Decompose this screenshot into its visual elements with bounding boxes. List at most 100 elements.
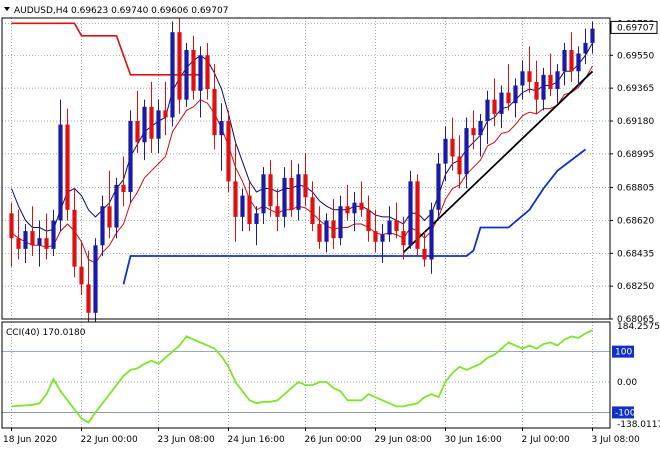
last-price-label: 0.69707 <box>617 23 654 33</box>
candle <box>499 85 504 129</box>
candle <box>170 21 175 127</box>
panel-frames <box>1 17 611 429</box>
price-tick-label: 0.68620 <box>617 216 654 226</box>
candle <box>254 206 259 246</box>
candle <box>506 64 511 111</box>
candle <box>422 231 427 267</box>
price-panel-frame <box>1 17 611 320</box>
candle-body <box>464 128 469 175</box>
candle-body <box>51 220 56 249</box>
candle-body <box>534 81 539 100</box>
cci-tick-label: 184.2575 <box>617 322 660 332</box>
candle <box>429 202 434 274</box>
candle-body <box>352 202 357 214</box>
cci-axis: 184.2575 100 0.00 -100 -138.0117 <box>612 322 660 430</box>
candle-body <box>338 206 343 239</box>
candle-body <box>135 120 140 143</box>
candle-body <box>450 138 455 157</box>
candle-body <box>107 206 112 228</box>
candle <box>485 90 490 145</box>
candle-body <box>261 174 266 214</box>
candle-body <box>9 213 14 239</box>
candle-body <box>506 92 511 104</box>
candle-body <box>219 120 224 136</box>
candle-body <box>562 49 567 72</box>
cci-indicator-label: CCI(40) 170.0180 <box>6 328 86 338</box>
candle-body <box>541 74 546 100</box>
candle <box>51 209 56 256</box>
candle <box>44 213 49 260</box>
candle <box>212 64 217 150</box>
candle-body <box>422 248 427 260</box>
candle <box>282 167 287 228</box>
candle <box>65 108 70 221</box>
cci-tick-label: -138.0117 <box>617 420 660 430</box>
time-axis: 18 Jun 2020 22 Jun 00:00 23 Jun 08:00 24 Ju… <box>3 428 640 445</box>
candle-body <box>583 42 588 54</box>
candle <box>492 78 497 127</box>
price-tick-label: 0.68995 <box>617 150 654 160</box>
time-tick-label: 22 Jun 00:00 <box>81 435 138 445</box>
candle <box>527 46 532 93</box>
candle <box>464 117 469 189</box>
candle-body <box>156 110 161 139</box>
candle <box>9 202 14 267</box>
candle <box>58 99 63 232</box>
candle <box>240 188 245 232</box>
candle <box>191 35 196 100</box>
candle-body <box>58 124 63 221</box>
candle <box>128 110 133 203</box>
candle <box>534 60 539 114</box>
candle <box>184 42 189 107</box>
candle-body <box>457 156 462 175</box>
cci-level-box <box>612 345 634 358</box>
price-tick-label: 0.68805 <box>617 184 654 194</box>
candle-body <box>485 99 490 121</box>
price-axis: 0.697300.695500.693650.691800.689950.688… <box>610 19 658 325</box>
price-tick-label: 0.68065 <box>617 315 654 325</box>
candle-body <box>282 177 287 217</box>
symbol-dropdown-icon[interactable] <box>4 7 10 11</box>
price-tick-label: 0.69365 <box>617 84 654 94</box>
candle <box>548 53 553 97</box>
candle-body <box>387 220 392 235</box>
candle-body <box>471 128 476 136</box>
candle-body <box>443 138 448 164</box>
time-tick-label: 24 Jun 16:00 <box>228 435 285 445</box>
candle <box>359 181 364 217</box>
candle <box>562 42 567 86</box>
candle-body <box>16 238 21 249</box>
candle <box>415 174 420 256</box>
candlestick-series <box>9 18 595 322</box>
candle-body <box>254 213 259 224</box>
candle <box>478 113 483 157</box>
candle-body <box>247 195 252 224</box>
candle-body <box>114 184 119 228</box>
candle-body <box>121 184 126 193</box>
candle-body <box>128 120 133 193</box>
candle <box>436 152 441 221</box>
candle <box>79 241 84 296</box>
symbol-label: AUDUSD,H4 <box>14 6 69 16</box>
time-tick-label: 3 Jul 08:00 <box>592 435 641 445</box>
cci-grid <box>2 322 610 428</box>
candle-body <box>317 223 322 242</box>
candle <box>107 170 112 239</box>
envelope-upper-line <box>11 42 593 232</box>
candle-body <box>520 71 525 86</box>
candle-body <box>401 231 406 246</box>
candle-body <box>30 231 35 246</box>
candle-body <box>555 71 560 90</box>
candle <box>114 177 119 239</box>
candle-body <box>170 32 175 118</box>
candle-body <box>366 209 371 232</box>
candle <box>555 64 560 104</box>
candle <box>100 195 105 256</box>
candle <box>317 206 322 249</box>
candle <box>296 163 301 221</box>
candle <box>338 195 343 246</box>
candle <box>261 167 266 224</box>
candle-body <box>163 110 168 118</box>
candle-body <box>198 55 203 91</box>
